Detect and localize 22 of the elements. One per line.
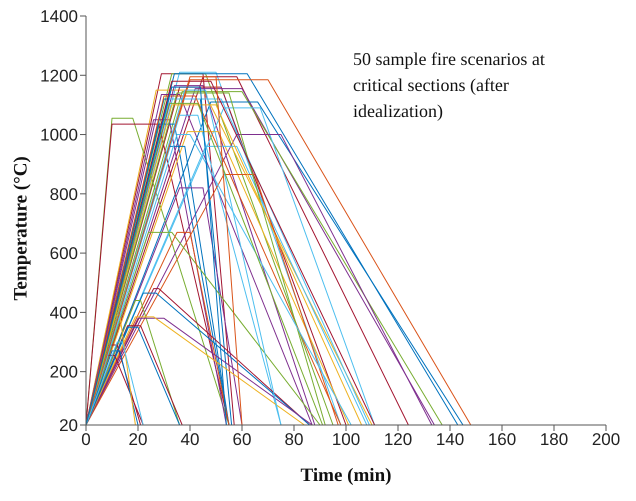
- x-tick-label: 200: [592, 430, 620, 450]
- y-tick-label: 800: [50, 184, 78, 204]
- x-tick-label: 100: [332, 430, 360, 450]
- x-tick-label: 140: [436, 430, 464, 450]
- x-axis-title: Time (min): [300, 465, 392, 486]
- x-tick-label: 60: [232, 430, 252, 450]
- x-tick-label: 120: [384, 430, 412, 450]
- y-axis-title: Temperature (°C): [10, 156, 32, 300]
- x-tick-label: 160: [488, 430, 516, 450]
- x-tick-label: 180: [540, 430, 568, 450]
- y-tick-label: 1000: [40, 126, 78, 145]
- x-tick-label: 20: [128, 430, 148, 450]
- y-tick-label: 600: [50, 244, 78, 264]
- annotation: 50 sample fire scenarios at critical sections (after idealization): [353, 48, 546, 123]
- y-tick-label: 20: [59, 416, 78, 436]
- y-tick-label: 400: [50, 303, 78, 322]
- y-tick-label: 1200: [40, 66, 78, 86]
- y-tick-label: 200: [50, 362, 78, 382]
- x-tick-label: 80: [284, 430, 304, 450]
- y-tick-label: 1400: [40, 7, 78, 26]
- x-tick-label: 40: [180, 430, 200, 450]
- x-tick-label: 0: [81, 430, 91, 450]
